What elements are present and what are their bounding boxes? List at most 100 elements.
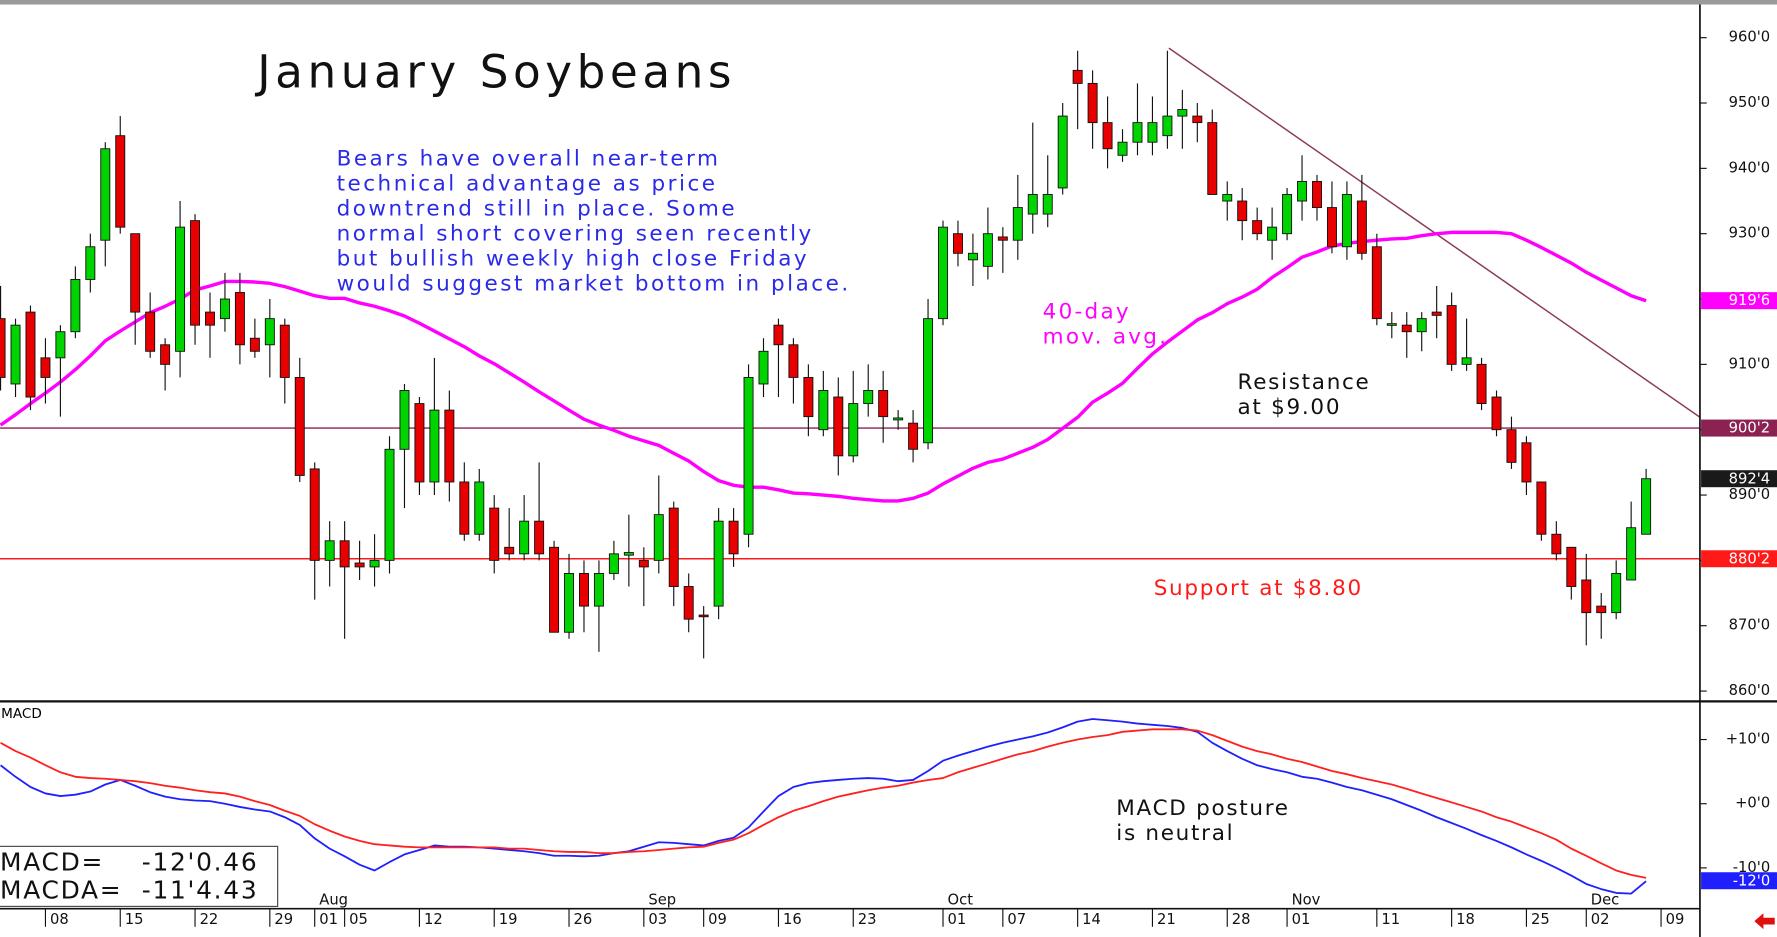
candle-body xyxy=(40,357,51,378)
candle-body xyxy=(1042,194,1053,215)
x-tick-label: 16 xyxy=(783,911,802,928)
candle-body xyxy=(55,331,66,359)
candle-body xyxy=(1312,180,1322,209)
candle-body xyxy=(1371,246,1382,320)
candle-body xyxy=(1431,311,1442,316)
x-tick-label: 05 xyxy=(349,911,368,928)
comment-line: Bears have overall near-term xyxy=(337,147,721,172)
candle-body xyxy=(608,553,619,574)
candle-body xyxy=(878,390,889,418)
candle-body xyxy=(728,520,739,555)
x-tick-label: 01 xyxy=(319,911,338,928)
moving-average-line xyxy=(0,230,1647,503)
candle-body xyxy=(1536,481,1547,535)
x-tick-label: 14 xyxy=(1082,911,1101,928)
x-tick-label: 01 xyxy=(1292,911,1311,928)
price-tag xyxy=(1701,419,1777,437)
price-tag-label: -12'0 xyxy=(1733,872,1770,889)
x-tick-label: 08 xyxy=(50,911,69,928)
y-tick-label: 930'0 xyxy=(1729,225,1771,242)
candle-body xyxy=(1641,478,1652,535)
y-tick-label: 940'0 xyxy=(1729,159,1771,176)
candle-body xyxy=(175,226,186,352)
candle-body xyxy=(205,311,215,326)
scroll-arrow[interactable] xyxy=(1754,913,1775,930)
candle-body xyxy=(638,559,649,568)
candle-body xyxy=(683,586,694,620)
candle-body xyxy=(249,337,260,352)
resistance-label: at $9.00 xyxy=(1238,395,1342,420)
readout-value: -12'0.46 xyxy=(142,847,259,876)
candle-body xyxy=(190,220,201,326)
candle-body xyxy=(1551,533,1562,555)
candle-body xyxy=(997,236,1008,241)
comment-line: technical advantage as price xyxy=(337,172,718,197)
month-label: Nov xyxy=(1292,892,1321,909)
marks-layer xyxy=(0,50,1652,659)
candle-body xyxy=(1461,357,1472,365)
candle-body xyxy=(1401,324,1412,333)
comment-line: would suggest market bottom in place. xyxy=(337,271,851,296)
candle-body xyxy=(309,468,320,561)
candle-body xyxy=(788,344,799,378)
candle-body xyxy=(848,403,859,457)
candle-body xyxy=(354,562,365,568)
y-tick-label: 870'0 xyxy=(1729,617,1771,634)
candle-body xyxy=(1237,200,1248,222)
price-tag xyxy=(1701,292,1777,310)
y-tick-label: 860'0 xyxy=(1729,682,1771,699)
candle-body xyxy=(489,507,500,561)
candle-body xyxy=(713,520,724,607)
candle-body xyxy=(1581,579,1592,614)
candle-body xyxy=(1012,207,1023,241)
candle-body xyxy=(219,298,230,320)
x-tick-label: 18 xyxy=(1456,911,1475,928)
candle-body xyxy=(833,396,844,457)
candle-body xyxy=(1252,220,1263,235)
x-tick-label: 21 xyxy=(1157,911,1176,928)
x-tick-label: 09 xyxy=(1666,911,1685,928)
x-tick-label: 09 xyxy=(708,911,727,928)
candle-body xyxy=(758,350,769,385)
candle-body xyxy=(982,233,993,267)
candle-body xyxy=(1566,546,1577,587)
candle-body xyxy=(1282,194,1293,235)
candle-body xyxy=(25,311,36,398)
price-tag-label: 900'2 xyxy=(1729,420,1771,437)
candle-body xyxy=(623,552,634,556)
price-tag xyxy=(1701,550,1777,568)
candle-body xyxy=(1297,180,1308,202)
x-tick-label: 25 xyxy=(1531,911,1550,928)
candle-body xyxy=(1132,122,1143,143)
price-tag xyxy=(1701,470,1777,488)
support-label: Support at $8.80 xyxy=(1154,576,1363,601)
candle-body xyxy=(294,376,305,476)
candle-body xyxy=(100,148,111,241)
candle-body xyxy=(1506,429,1517,463)
x-tick-label: 07 xyxy=(1007,911,1026,928)
x-tick-label: 22 xyxy=(200,911,219,928)
ma-label: mov. avg. xyxy=(1043,325,1169,350)
candle-body xyxy=(1596,605,1607,614)
y-tick-label: 890'0 xyxy=(1729,486,1771,503)
candle-body xyxy=(653,514,664,561)
comment-line: but bullish weekly high close Friday xyxy=(337,246,810,271)
candle-body xyxy=(234,292,245,346)
candle-body xyxy=(504,546,515,555)
candle-body xyxy=(803,376,814,418)
candle-body xyxy=(773,324,784,346)
candle-body xyxy=(1087,82,1098,124)
price-tag xyxy=(1701,872,1777,890)
candle-body xyxy=(519,520,530,555)
candle-body xyxy=(1446,305,1457,365)
candle-body xyxy=(0,318,6,378)
candle-body xyxy=(1626,527,1637,581)
y-tick-label: 910'0 xyxy=(1729,355,1771,372)
candle-body xyxy=(414,403,425,483)
x-tick-label: 19 xyxy=(499,911,518,928)
candle-body xyxy=(1341,194,1352,248)
top-strip xyxy=(0,0,1777,5)
candle-body xyxy=(70,278,81,333)
